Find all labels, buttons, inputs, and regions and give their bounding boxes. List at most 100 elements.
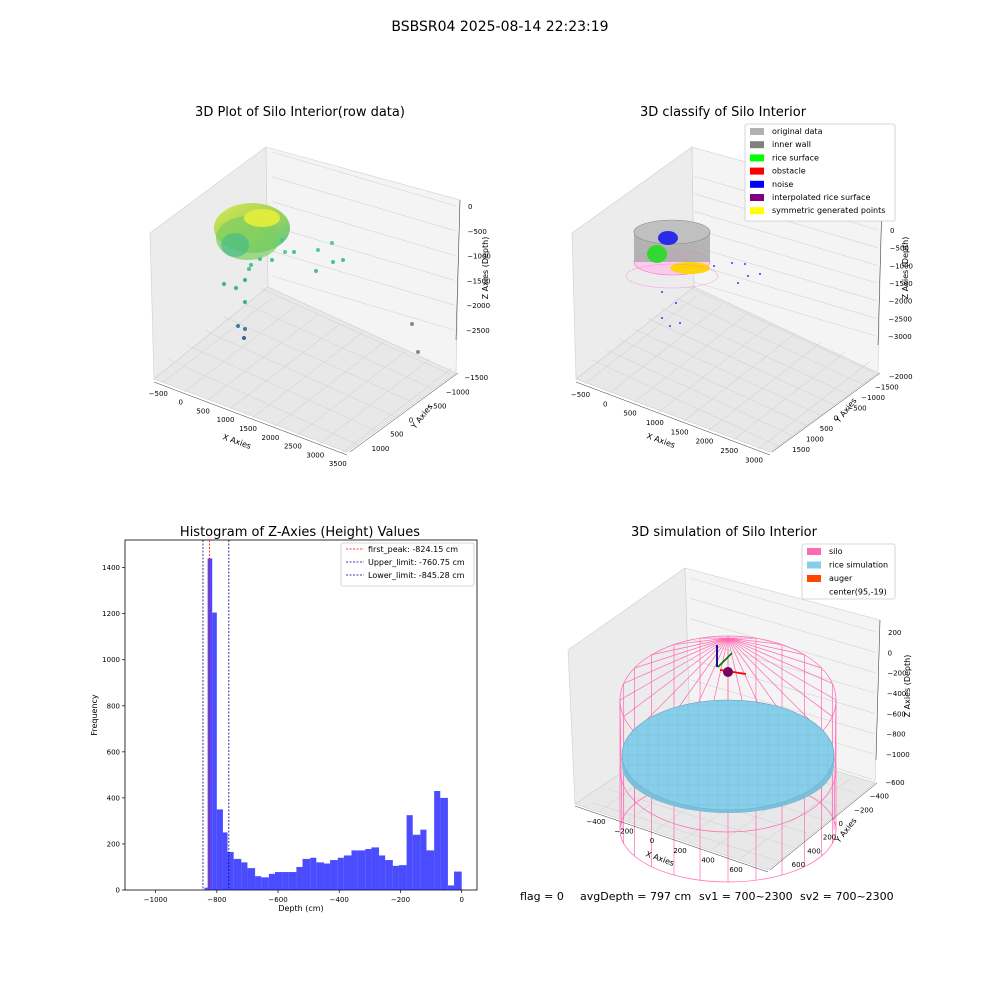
classify-legend: original data inner wall rice surface obsta…: [744, 123, 896, 222]
x-tick-label: −800: [207, 896, 226, 904]
scatter-point: [243, 327, 247, 331]
grid-line: [689, 618, 876, 673]
x-tick-label: −600: [268, 896, 287, 904]
histogram-bar: [207, 558, 213, 890]
grid-line: [619, 338, 806, 426]
noise-point: [669, 325, 671, 327]
histogram-bar: [255, 876, 262, 890]
grid-line: [271, 201, 456, 256]
sv2-text: sv2 = 700~2300: [800, 890, 894, 903]
pane-gridlines: [162, 151, 457, 454]
noise-point: [679, 322, 681, 324]
legend-label: Lower_limit: -845.28 cm: [368, 571, 465, 580]
histogram-bar: [302, 858, 311, 890]
z-axis: 0 −500 −1000 −1500 −2000 −2500 −3000 Z Axies (…: [877, 199, 913, 346]
panel-raw-title: 3D Plot of Silo Interior(row data): [195, 105, 405, 120]
z-tick-label: −2000: [466, 302, 490, 310]
silo-roof-wire: [673, 637, 729, 645]
y-tick-label: −200: [854, 806, 873, 814]
histogram-bar: [398, 865, 407, 890]
silo-roof-wire: [634, 637, 729, 733]
grid-line: [296, 350, 408, 436]
scatter-point: [331, 260, 335, 264]
legend-swatch: [750, 194, 764, 201]
histogram-bar: [268, 873, 275, 890]
x-tick-label: 3000: [745, 456, 763, 464]
scatter-point: [242, 336, 246, 340]
grid-line: [605, 349, 793, 436]
histogram-bar: [371, 847, 380, 890]
scatter-point: [270, 258, 274, 262]
grid-line: [608, 788, 794, 848]
x-tick-label: 0: [603, 400, 607, 408]
grid-line: [271, 176, 456, 232]
scatter-point: [280, 238, 284, 242]
noise-point: [737, 282, 739, 284]
scatter-point: [243, 300, 247, 304]
legend-swatch: [750, 128, 764, 135]
legend-label: original data: [772, 127, 823, 136]
z-tick-label: −3000: [888, 333, 912, 341]
legend-label: inner wall: [772, 140, 811, 149]
y-tick-label: −1000: [861, 394, 885, 402]
z-tick-label: 0: [890, 227, 894, 235]
grid-line: [693, 211, 878, 266]
histogram-bar: [204, 887, 208, 890]
histogram-bar: [216, 809, 223, 890]
x-tick-label: −200: [391, 896, 410, 904]
histogram-reference-lines: [202, 540, 230, 890]
status-footer: flag = 0 avgDepth = 797 cm sv1 = 700~230…: [520, 890, 894, 903]
scatter-point: [316, 248, 320, 252]
x-tick-label: 1000: [646, 419, 664, 427]
grid-line: [271, 250, 455, 306]
legend-label: rice simulation: [829, 561, 888, 570]
sv1-text: sv1 = 700~2300: [699, 890, 793, 903]
silo-roof-wire: [623, 637, 729, 684]
simulation-legend: silo rice simulation auger center(95,-19): [801, 543, 896, 600]
silo-roof-wire: [727, 637, 833, 684]
grid-line: [204, 330, 395, 417]
z-axis: 0 −500 −1000 −1500 −2000 −2500 Z Axies (Depth…: [455, 199, 491, 341]
y-tick-label: −600: [885, 779, 904, 787]
raw-scatter-points: [222, 238, 420, 354]
grid-line: [592, 359, 779, 447]
x-tick-label: 2500: [284, 443, 302, 451]
noise-point: [731, 262, 733, 264]
grid-line: [633, 328, 820, 415]
y-tick-label: −500: [847, 404, 866, 412]
rice-simulation-surface: [621, 699, 835, 813]
silo-roof-wire: [727, 637, 783, 645]
z-tick-label: −400: [887, 690, 906, 698]
y-tick-label: 1000: [102, 656, 120, 664]
y-tick-label: 800: [107, 702, 120, 710]
scatter-point: [258, 257, 262, 261]
raw-rice-points: [214, 203, 290, 260]
pane-floor: [153, 286, 457, 453]
y-tick-label: 0: [839, 820, 843, 828]
legend-swatch: [750, 141, 764, 149]
scatter-point: [283, 250, 287, 254]
z-tick-label: −2000: [889, 298, 913, 306]
silo-roof-wire: [623, 637, 729, 717]
silo-roof-wire: [651, 637, 729, 656]
histogram-bar: [406, 815, 413, 890]
grid-line: [693, 246, 877, 301]
y-tick-label: 600: [107, 748, 120, 756]
grid-line: [683, 333, 796, 422]
grid-line: [271, 275, 455, 331]
z-tick-label: 0: [468, 203, 472, 211]
histogram-bar: [351, 850, 358, 890]
panel-histogram: Histogram of Z-Axies (Height) Values −10…: [90, 525, 478, 913]
noise-point: [713, 265, 715, 267]
grid-line: [693, 281, 877, 337]
x-tick-label: 500: [623, 410, 636, 418]
noise-point: [747, 275, 749, 277]
grid-line: [341, 367, 452, 454]
histogram-bar: [343, 855, 352, 890]
grid-line: [647, 318, 834, 405]
legend-swatch: [807, 548, 821, 555]
histogram-bar: [227, 852, 234, 890]
x-tick-label: 2000: [262, 434, 280, 442]
histogram-x-ticks: −1000 −800 −600 −400 −200 0: [144, 890, 464, 904]
histogram-bar: [330, 860, 338, 890]
